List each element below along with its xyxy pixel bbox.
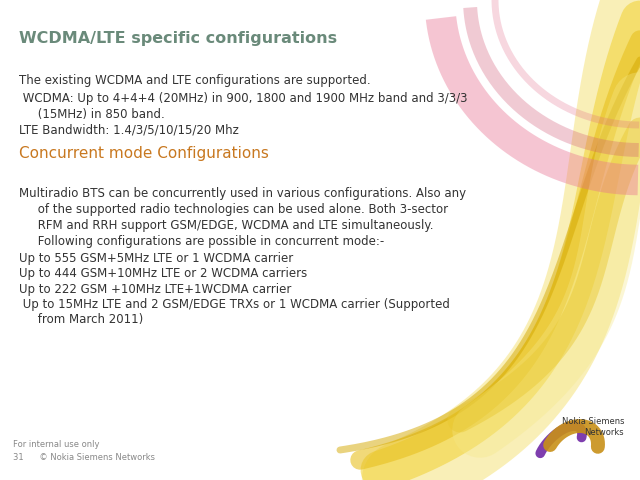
Text: 31      © Nokia Siemens Networks: 31 © Nokia Siemens Networks	[13, 453, 155, 462]
Text: from March 2011): from March 2011)	[19, 313, 143, 326]
Text: Up to 222 GSM +10MHz LTE+1WCDMA carrier: Up to 222 GSM +10MHz LTE+1WCDMA carrier	[19, 283, 292, 296]
Text: WCDMA/LTE specific configurations: WCDMA/LTE specific configurations	[19, 31, 337, 46]
Text: The existing WCDMA and LTE configurations are supported.: The existing WCDMA and LTE configuration…	[19, 74, 371, 87]
Text: of the supported radio technologies can be used alone. Both 3-sector: of the supported radio technologies can …	[19, 203, 449, 216]
Text: LTE Bandwidth: 1.4/3/5/10/15/20 Mhz: LTE Bandwidth: 1.4/3/5/10/15/20 Mhz	[19, 124, 239, 137]
Text: (15MHz) in 850 band.: (15MHz) in 850 band.	[19, 108, 165, 121]
Text: For internal use only: For internal use only	[13, 440, 99, 449]
Text: Concurrent mode Configurations: Concurrent mode Configurations	[19, 146, 269, 161]
Text: WCDMA: Up to 4+4+4 (20MHz) in 900, 1800 and 1900 MHz band and 3/3/3: WCDMA: Up to 4+4+4 (20MHz) in 900, 1800 …	[19, 92, 468, 105]
Text: Multiradio BTS can be concurrently used in various configurations. Also any: Multiradio BTS can be concurrently used …	[19, 187, 467, 200]
Text: Up to 15MHz LTE and 2 GSM/EDGE TRXs or 1 WCDMA carrier (Supported: Up to 15MHz LTE and 2 GSM/EDGE TRXs or 1…	[19, 298, 450, 311]
Text: Up to 444 GSM+10MHz LTE or 2 WCDMA carriers: Up to 444 GSM+10MHz LTE or 2 WCDMA carri…	[19, 267, 307, 280]
Text: RFM and RRH support GSM/EDGE, WCDMA and LTE simultaneously.: RFM and RRH support GSM/EDGE, WCDMA and …	[19, 219, 434, 232]
Text: Following configurations are possible in concurrent mode:-: Following configurations are possible in…	[19, 235, 385, 248]
Text: Up to 555 GSM+5MHz LTE or 1 WCDMA carrier: Up to 555 GSM+5MHz LTE or 1 WCDMA carrie…	[19, 252, 294, 265]
Text: Nokia Siemens
Networks: Nokia Siemens Networks	[561, 418, 624, 437]
